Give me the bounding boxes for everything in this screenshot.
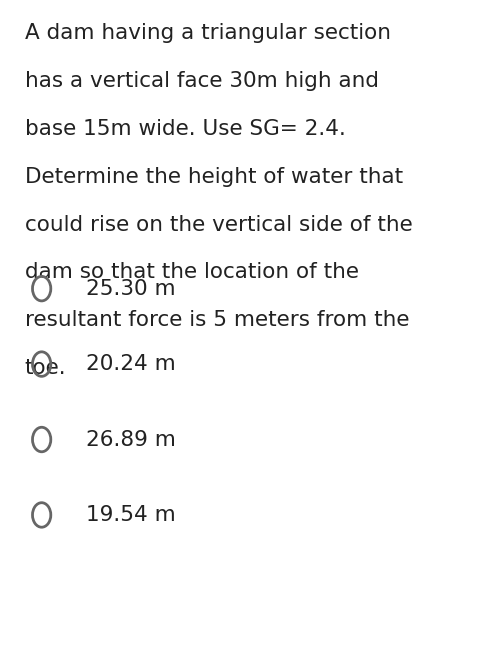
- Text: resultant force is 5 meters from the: resultant force is 5 meters from the: [24, 310, 409, 330]
- Text: has a vertical face 30m high and: has a vertical face 30m high and: [24, 71, 378, 91]
- Text: could rise on the vertical side of the: could rise on the vertical side of the: [24, 215, 412, 234]
- Text: 25.30 m: 25.30 m: [86, 279, 175, 298]
- Text: Determine the height of water that: Determine the height of water that: [24, 167, 403, 186]
- Text: 20.24 m: 20.24 m: [86, 354, 175, 374]
- Text: base 15m wide. Use SG= 2.4.: base 15m wide. Use SG= 2.4.: [24, 119, 345, 138]
- Text: A dam having a triangular section: A dam having a triangular section: [24, 23, 391, 43]
- Text: toe.: toe.: [24, 358, 66, 378]
- Text: 26.89 m: 26.89 m: [86, 430, 175, 449]
- Text: dam so that the location of the: dam so that the location of the: [24, 262, 359, 282]
- Text: 19.54 m: 19.54 m: [86, 505, 175, 525]
